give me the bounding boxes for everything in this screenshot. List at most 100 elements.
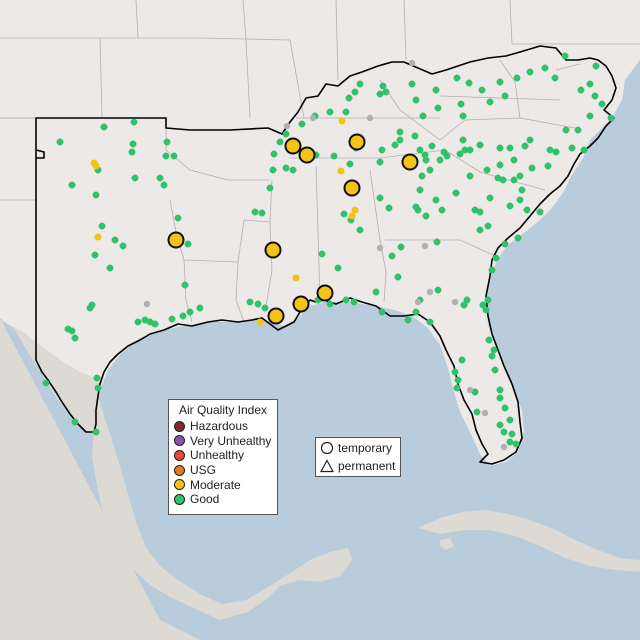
good-monitor [156, 174, 164, 182]
good-monitor [486, 98, 494, 106]
good-monitor [134, 318, 142, 326]
good-monitor [376, 194, 384, 202]
good-monitor [592, 62, 600, 70]
good-monitor [422, 212, 430, 220]
legend-item-temporary: temporary [316, 440, 400, 456]
good-monitor [479, 301, 487, 309]
good-monitor [546, 146, 554, 154]
good-monitor [460, 301, 468, 309]
good-monitor [551, 74, 559, 82]
good-monitor [282, 164, 290, 172]
good-monitor [513, 74, 521, 82]
good-monitor [506, 416, 514, 424]
legend-item-permanent: permanent [316, 458, 400, 474]
good-monitor [270, 150, 278, 158]
cuba [418, 510, 640, 572]
good-monitor [483, 166, 491, 174]
good-monitor [453, 384, 461, 392]
moderate-temporary-monitor [401, 153, 419, 171]
good-monitor [453, 74, 461, 82]
aqi-legend-title: Air Quality Index [178, 403, 268, 417]
moderate-monitor-small [92, 162, 100, 170]
no-data-monitor [283, 122, 291, 130]
good-monitor [128, 148, 136, 156]
good-monitor [508, 430, 516, 438]
good-monitor [501, 240, 509, 248]
good-monitor [68, 327, 76, 335]
good-monitor [91, 251, 99, 259]
monitor-type-legend: temporary permanent [315, 437, 401, 477]
good-monitor [433, 238, 441, 246]
no-data-monitor-markers [143, 59, 508, 451]
good-monitor [459, 136, 467, 144]
good-monitor [561, 52, 569, 60]
good-monitor [418, 172, 426, 180]
good-monitor [496, 78, 504, 86]
good-monitor [396, 136, 404, 144]
moderate-temporary-monitor [298, 146, 316, 164]
good-monitor [492, 254, 500, 262]
good-monitor [496, 144, 504, 152]
good-monitor [434, 286, 442, 294]
good-monitor [346, 160, 354, 168]
good-monitor [372, 288, 380, 296]
no-data-monitor [426, 288, 434, 296]
legend-item-good: Good [169, 492, 277, 507]
moderate-temporary-monitor [343, 179, 361, 197]
good-monitor [523, 206, 531, 214]
good-monitor [485, 336, 493, 344]
good-monitor [356, 226, 364, 234]
good-monitor [459, 112, 467, 120]
good-monitor [436, 156, 444, 164]
good-monitor [326, 108, 334, 116]
no-data-monitor [366, 114, 374, 122]
good-monitor [196, 304, 204, 312]
very-unhealthy-swatch-icon [174, 435, 185, 447]
good-monitor [269, 166, 277, 174]
good-monitor [438, 206, 446, 214]
good-monitor [526, 136, 534, 144]
no-data-monitor [451, 298, 459, 306]
legend-label: Very Unhealthy [190, 433, 272, 448]
good-monitor [258, 209, 266, 217]
moderate-swatch-icon [174, 479, 185, 491]
good-monitor [607, 114, 615, 122]
good-monitor [282, 130, 290, 138]
no-data-monitor [500, 443, 508, 451]
good-monitor [586, 80, 594, 88]
us-landmass [0, 0, 640, 466]
good-monitor [86, 304, 94, 312]
legend-item-usg: USG [169, 463, 277, 478]
good-monitor [452, 189, 460, 197]
legend-item-unhealthy: Unhealthy [169, 448, 277, 463]
good-monitor [482, 306, 490, 314]
good-monitor [326, 300, 334, 308]
good-monitor [456, 150, 464, 158]
good-monitor [568, 144, 576, 152]
good-monitor [342, 296, 350, 304]
good-monitor [518, 186, 526, 194]
good-monitor [488, 352, 496, 360]
good-monitor [382, 88, 390, 96]
good-monitor [170, 152, 178, 160]
good-monitor [378, 146, 386, 154]
good-monitor [506, 202, 514, 210]
good-monitor [385, 204, 393, 212]
small-moderate-markers [90, 117, 359, 326]
good-monitor [496, 386, 504, 394]
good-monitor [443, 152, 451, 160]
good-monitor [457, 100, 465, 108]
legend-label: Good [190, 492, 220, 507]
good-monitor [422, 156, 430, 164]
good-monitor [478, 86, 486, 94]
good-monitor [397, 243, 405, 251]
good-monitor [298, 120, 306, 128]
good-monitor [391, 141, 399, 149]
good-monitor [506, 144, 514, 152]
legend-label: Unhealthy [190, 448, 245, 463]
good-monitor [528, 164, 536, 172]
good-monitor [484, 222, 492, 230]
good-monitor [411, 132, 419, 140]
no-data-monitor [421, 242, 429, 250]
